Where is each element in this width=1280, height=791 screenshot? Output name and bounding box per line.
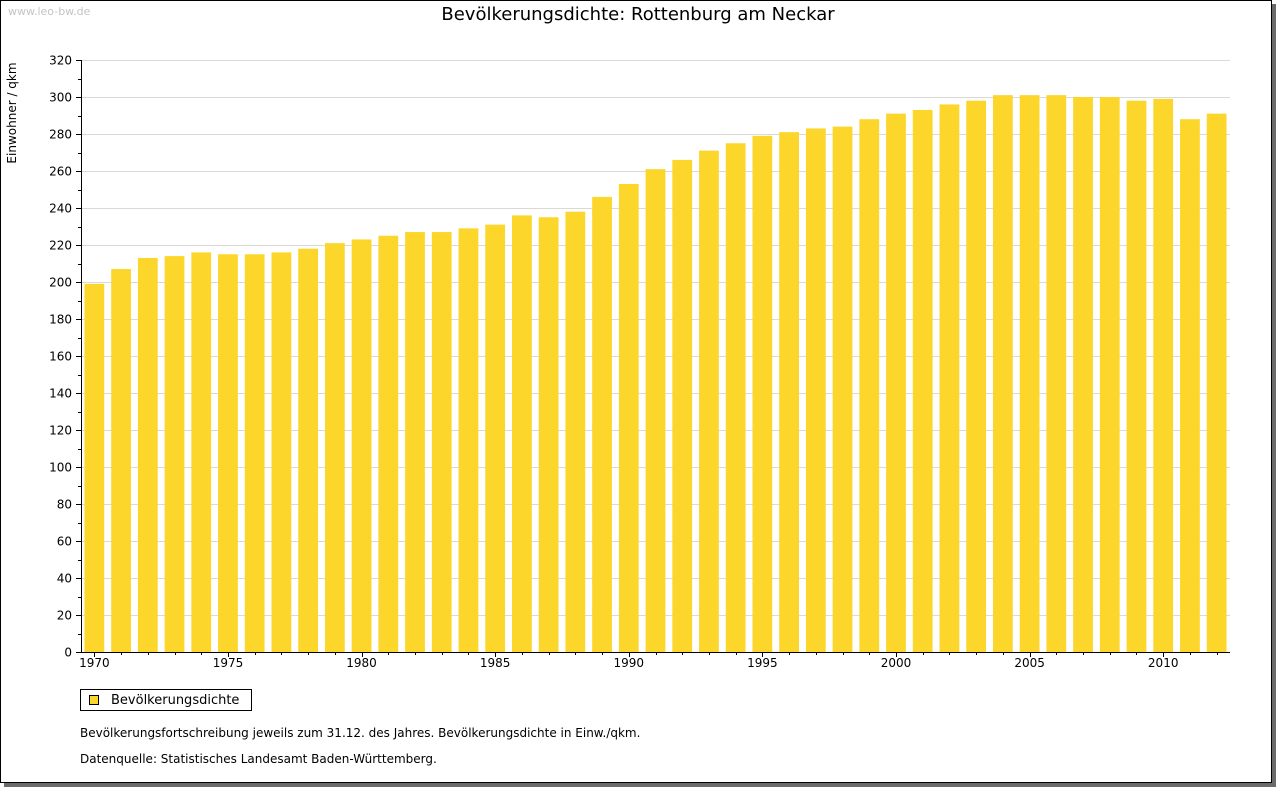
x-tick-label: 1970 <box>79 656 110 670</box>
y-tick-label: 60 <box>57 535 72 549</box>
footnote-description: Bevölkerungsfortschreibung jeweils zum 3… <box>80 726 641 740</box>
y-tick-label: 240 <box>49 202 72 216</box>
y-tick-label: 140 <box>49 387 72 401</box>
bars <box>84 95 1227 653</box>
y-tick-label: 200 <box>49 276 72 290</box>
y-tick-label: 180 <box>49 313 72 327</box>
x-tick-label: 1995 <box>747 656 778 670</box>
bar-1993 <box>699 150 719 652</box>
x-ticks: 1970 1975 1980 1985 1990 1995 2000 2005 2010 <box>79 652 1218 670</box>
bar-1986 <box>512 215 532 652</box>
bar-1996 <box>779 132 799 652</box>
bar-1985 <box>485 224 506 652</box>
bar-1997 <box>805 128 826 652</box>
bar-1975 <box>218 254 238 652</box>
bar-1977 <box>271 252 292 652</box>
bar-1990 <box>618 183 639 652</box>
y-tick-label: 120 <box>49 424 72 438</box>
bar-1983 <box>431 232 452 653</box>
legend-label: Bevölkerungsdichte <box>111 692 240 708</box>
footnote-source: Datenquelle: Statistisches Landesamt Bad… <box>80 752 437 766</box>
y-tick-label: 260 <box>49 165 72 179</box>
bar-2010 <box>1153 98 1174 653</box>
watermark: www.leo-bw.de <box>8 5 91 18</box>
x-tick-label: 1990 <box>614 656 645 670</box>
y-tick-label: 160 <box>49 350 72 364</box>
bar-1978 <box>298 248 319 652</box>
bar-1981 <box>378 235 399 652</box>
x-tick-label: 1975 <box>213 656 244 670</box>
y-tick-label: 300 <box>49 91 72 105</box>
bar-1991 <box>645 169 666 652</box>
y-tick-label: 0 <box>64 646 72 660</box>
bar-1976 <box>244 254 265 652</box>
x-tick-label: 2005 <box>1014 656 1045 670</box>
bar-1987 <box>538 217 559 652</box>
x-tick-label: 2000 <box>881 656 912 670</box>
bar-1995 <box>752 135 773 653</box>
bar-2011 <box>1180 119 1200 652</box>
bar-2001 <box>912 109 933 652</box>
bar-2008 <box>1099 97 1120 652</box>
chart-title: Bevölkerungsdichte: Rottenburg am Neckar <box>441 4 835 25</box>
bar-2005 <box>1019 95 1040 652</box>
bar-1998 <box>832 126 853 653</box>
bar-2003 <box>966 100 987 652</box>
bar-1994 <box>725 143 746 652</box>
y-tick-label: 40 <box>57 572 72 586</box>
bar-1973 <box>164 256 185 652</box>
y-tick-label: 280 <box>49 128 72 142</box>
y-tick-label: 220 <box>49 239 72 253</box>
bar-1970 <box>84 283 105 652</box>
bar-1971 <box>111 269 131 652</box>
axes <box>81 60 1230 653</box>
bar-2002 <box>939 104 960 652</box>
bar-2012 <box>1206 113 1227 652</box>
bar-1999 <box>859 119 880 652</box>
bar-1992 <box>672 159 693 652</box>
bar-1972 <box>137 257 158 652</box>
bar-1984 <box>458 228 479 652</box>
x-tick-label: 1980 <box>346 656 377 670</box>
bar-2004 <box>992 95 1013 652</box>
x-tick-label: 2010 <box>1148 656 1179 670</box>
y-tick-label: 20 <box>57 609 72 623</box>
legend-swatch <box>89 695 99 705</box>
bar-1988 <box>565 211 586 652</box>
bar-2007 <box>1073 97 1093 652</box>
bar-1974 <box>191 252 212 652</box>
bar-2000 <box>886 113 906 652</box>
bar-1980 <box>351 239 372 652</box>
bar-2009 <box>1126 100 1147 652</box>
bar-1989 <box>592 196 612 652</box>
bar-1982 <box>405 232 425 653</box>
y-tick-label: 80 <box>57 498 72 512</box>
bar-2006 <box>1046 95 1067 652</box>
x-tick-label: 1985 <box>480 656 511 670</box>
legend: Bevölkerungsdichte <box>80 689 252 711</box>
y-tick-label: 100 <box>49 461 72 475</box>
y-ticks: 0 20 40 60 80 100 120 140 160 180 200 220 240 260 280 3… <box>49 54 81 660</box>
bar-1979 <box>324 243 345 652</box>
y-tick-label: 320 <box>49 54 72 68</box>
